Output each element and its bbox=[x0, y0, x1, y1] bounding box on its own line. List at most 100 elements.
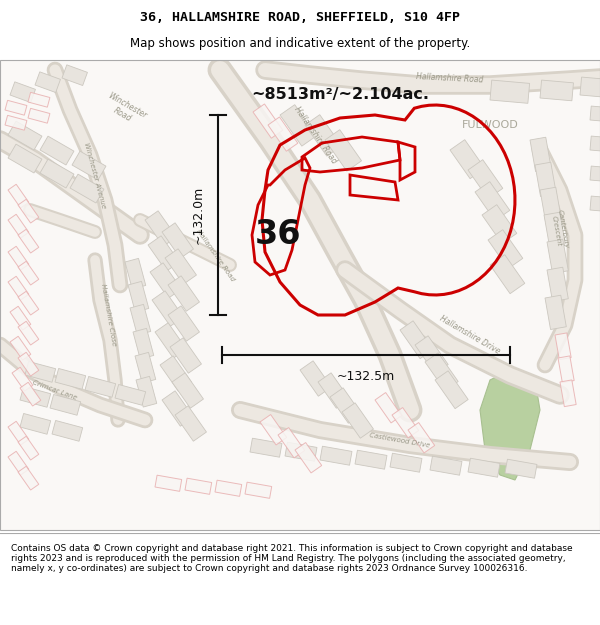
Bar bbox=[320, 446, 352, 465]
Bar bbox=[318, 373, 349, 408]
Bar bbox=[590, 106, 600, 122]
Bar bbox=[390, 453, 422, 472]
Text: ~8513m²/~2.104ac.: ~8513m²/~2.104ac. bbox=[251, 88, 429, 103]
Bar bbox=[544, 213, 565, 246]
Bar bbox=[10, 82, 35, 102]
Bar bbox=[150, 263, 181, 298]
Bar bbox=[425, 353, 458, 391]
Bar bbox=[55, 369, 86, 389]
Bar bbox=[8, 276, 29, 300]
Bar bbox=[8, 184, 29, 208]
Text: ~132.5m: ~132.5m bbox=[337, 371, 395, 384]
Bar bbox=[8, 246, 29, 270]
Bar bbox=[185, 478, 212, 494]
Text: Hallamshire Close: Hallamshire Close bbox=[100, 283, 116, 347]
Bar bbox=[18, 229, 39, 253]
Bar bbox=[10, 336, 31, 360]
Bar bbox=[155, 475, 182, 491]
Bar bbox=[152, 291, 184, 326]
Text: 36, HALLAMSHIRE ROAD, SHEFFIELD, S10 4FP: 36, HALLAMSHIRE ROAD, SHEFFIELD, S10 4FP bbox=[140, 11, 460, 24]
Bar bbox=[20, 386, 50, 408]
Bar bbox=[590, 136, 600, 152]
Bar bbox=[250, 438, 282, 458]
Bar bbox=[20, 382, 41, 406]
Bar bbox=[128, 281, 149, 312]
Bar bbox=[8, 421, 29, 445]
Bar bbox=[50, 394, 80, 415]
Polygon shape bbox=[480, 370, 540, 480]
Text: FULWOOD: FULWOOD bbox=[461, 120, 518, 130]
Bar bbox=[28, 92, 50, 107]
Text: Hallamshire Road: Hallamshire Road bbox=[416, 72, 484, 84]
Bar bbox=[165, 249, 196, 284]
Bar bbox=[590, 166, 600, 182]
Bar bbox=[18, 199, 39, 223]
Bar bbox=[342, 403, 373, 438]
Bar bbox=[18, 291, 39, 315]
Bar bbox=[52, 421, 83, 441]
Bar bbox=[18, 466, 39, 490]
Bar bbox=[295, 442, 322, 473]
Bar bbox=[18, 321, 39, 345]
Bar bbox=[560, 380, 576, 407]
Bar bbox=[325, 129, 362, 171]
Bar bbox=[253, 104, 283, 138]
Bar bbox=[300, 361, 331, 396]
Bar bbox=[505, 459, 537, 478]
Bar bbox=[8, 144, 42, 173]
Bar bbox=[72, 151, 106, 180]
Bar bbox=[28, 108, 50, 123]
Bar bbox=[400, 321, 433, 359]
Bar bbox=[170, 338, 202, 373]
Bar bbox=[280, 104, 317, 146]
Bar bbox=[115, 384, 146, 405]
Bar bbox=[40, 159, 74, 188]
Text: Castlewood Drive: Castlewood Drive bbox=[369, 432, 431, 448]
Text: Crimcar Lane: Crimcar Lane bbox=[32, 379, 78, 401]
Bar bbox=[415, 336, 448, 374]
Text: Contains OS data © Crown copyright and database right 2021. This information is : Contains OS data © Crown copyright and d… bbox=[11, 544, 572, 573]
Bar bbox=[408, 422, 435, 453]
Text: Winchester Avenue: Winchester Avenue bbox=[83, 141, 107, 209]
Bar bbox=[530, 138, 551, 171]
Bar bbox=[160, 356, 191, 391]
Bar bbox=[215, 480, 242, 496]
Bar bbox=[18, 261, 39, 285]
Bar bbox=[162, 391, 193, 426]
Text: 36: 36 bbox=[255, 219, 301, 251]
Bar bbox=[18, 352, 39, 376]
Bar bbox=[133, 328, 154, 359]
Bar bbox=[35, 72, 61, 92]
Bar bbox=[5, 116, 27, 130]
Bar bbox=[175, 406, 206, 441]
Bar bbox=[40, 136, 74, 165]
Bar bbox=[168, 306, 199, 341]
Bar bbox=[8, 121, 42, 150]
Bar bbox=[168, 276, 199, 311]
Bar bbox=[558, 356, 574, 382]
Bar bbox=[490, 254, 525, 294]
Text: Winchester
Road: Winchester Road bbox=[101, 91, 149, 129]
Bar bbox=[450, 139, 485, 179]
Bar bbox=[85, 376, 116, 398]
Bar bbox=[555, 333, 571, 359]
Bar bbox=[25, 361, 56, 382]
Bar bbox=[430, 456, 462, 475]
Bar bbox=[130, 304, 151, 335]
Bar bbox=[12, 368, 33, 391]
Bar bbox=[475, 182, 510, 221]
Bar bbox=[435, 371, 468, 409]
Bar bbox=[245, 482, 272, 498]
Bar bbox=[148, 236, 179, 271]
Bar bbox=[135, 352, 156, 383]
Text: Canterbury
Crescent: Canterbury Crescent bbox=[550, 209, 570, 251]
Bar bbox=[260, 414, 287, 445]
Bar bbox=[482, 204, 517, 244]
Bar bbox=[268, 117, 298, 151]
Bar bbox=[136, 376, 157, 407]
Bar bbox=[392, 408, 419, 438]
Text: ~132.0m: ~132.0m bbox=[191, 186, 205, 244]
Bar bbox=[535, 162, 556, 196]
Bar bbox=[145, 211, 176, 246]
Bar bbox=[355, 450, 387, 469]
